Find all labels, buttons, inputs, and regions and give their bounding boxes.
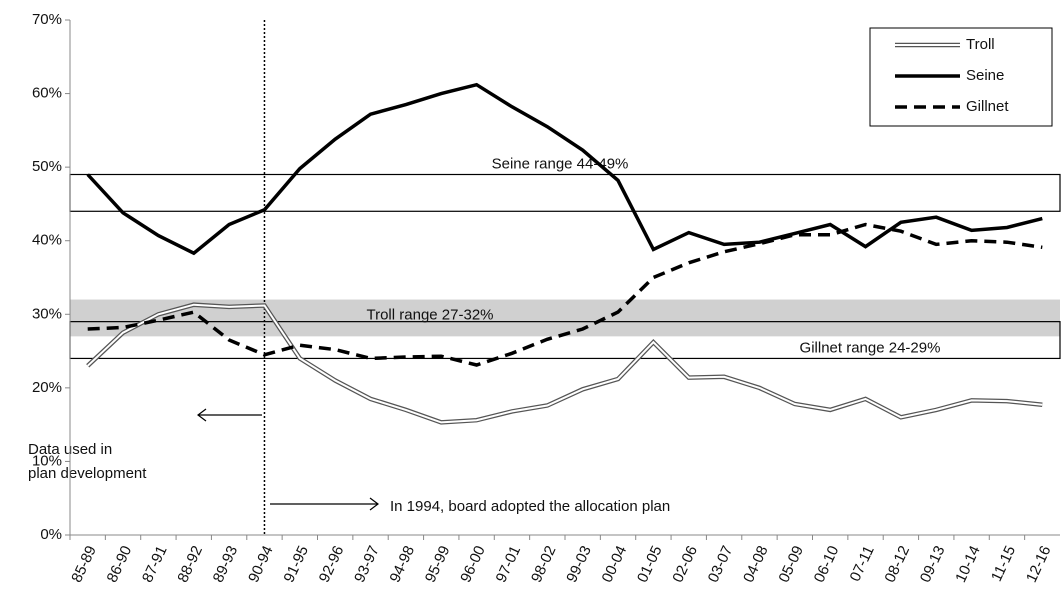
y-tick-label: 0%	[40, 526, 62, 543]
x-tick-label: 11-15	[988, 543, 1019, 584]
x-tick-label: 94-98	[386, 543, 418, 585]
x-tick-label: 04-08	[740, 543, 772, 585]
x-tick-label: 12-16	[1023, 543, 1055, 585]
range-band	[69, 173, 1061, 212]
x-tick-label: 95-99	[422, 543, 454, 585]
x-tick-label: 98-02	[528, 543, 560, 585]
x-tick-label: 07-11	[847, 543, 878, 584]
x-tick-label: 06-10	[811, 543, 843, 585]
x-tick-label: 01-05	[634, 543, 666, 585]
legend-label: Seine	[966, 67, 1004, 84]
x-tick-label: 00-04	[599, 543, 631, 585]
y-tick-label: 40%	[32, 232, 62, 249]
x-tick-label: 89-93	[210, 543, 242, 585]
y-tick-label: 10%	[32, 452, 62, 469]
x-tick-label: 91-95	[280, 543, 312, 585]
x-tick-label: 97-01	[493, 543, 525, 585]
series-line	[87, 303, 1043, 424]
range-label: Troll range 27-32%	[366, 307, 493, 324]
y-tick-label: 70%	[32, 11, 62, 28]
annotation: plan development	[28, 465, 147, 482]
y-tick-label: 60%	[32, 85, 62, 102]
x-tick-label: 03-07	[705, 543, 737, 585]
legend-label: Troll	[966, 36, 995, 53]
x-tick-label: 85-89	[68, 543, 100, 585]
annotation: In 1994, board adopted the allocation pl…	[390, 498, 670, 515]
y-tick-label: 30%	[32, 305, 62, 322]
x-tick-label: 87-91	[139, 543, 171, 585]
x-tick-label: 86-90	[104, 543, 136, 585]
x-tick-label: 05-09	[775, 543, 807, 585]
x-tick-label: 10-14	[952, 543, 984, 585]
y-tick-label: 50%	[32, 158, 62, 175]
x-tick-label: 99-03	[563, 543, 595, 585]
x-tick-label: 90-94	[245, 543, 277, 585]
x-tick-label: 09-13	[917, 543, 949, 585]
arrow-head	[197, 408, 207, 422]
y-tick-label: 20%	[32, 379, 62, 396]
x-tick-label: 88-92	[174, 543, 206, 585]
x-tick-label: 92-96	[316, 543, 348, 585]
x-tick-label: 08-12	[881, 543, 913, 585]
arrow-head	[369, 497, 379, 511]
series-line	[86, 82, 1043, 256]
legend-label: Gillnet	[966, 98, 1009, 115]
x-tick-label: 02-06	[669, 543, 701, 585]
x-tick-label: 93-97	[351, 543, 383, 585]
range-label: Gillnet range 24-29%	[800, 339, 941, 356]
x-tick-label: 96-00	[457, 543, 489, 585]
series-line	[87, 222, 1043, 367]
